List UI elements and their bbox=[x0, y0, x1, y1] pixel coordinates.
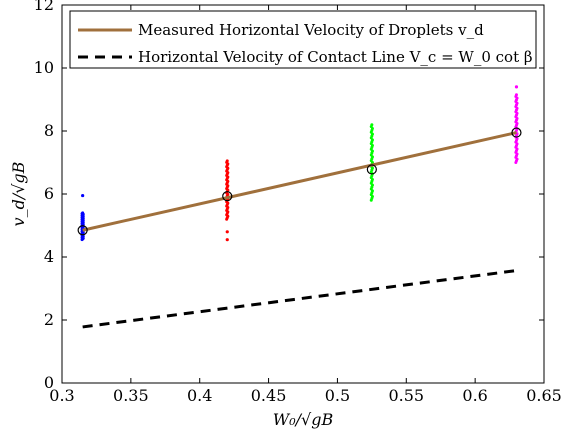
x-tick-label: 0.55 bbox=[388, 386, 424, 405]
scatter-point-outlier bbox=[514, 85, 519, 89]
x-tick-label: 0.3 bbox=[49, 386, 74, 405]
legend-label-measured: Measured Horizontal Velocity of Droplets… bbox=[138, 21, 484, 39]
y-axis-ticks: 0 2 4 6 8 10 12 bbox=[34, 0, 544, 392]
mean-marker bbox=[366, 164, 377, 175]
legend: Measured Horizontal Velocity of Droplets… bbox=[69, 10, 537, 69]
x-tick-label: 0.4 bbox=[187, 386, 212, 405]
y-tick-label: 10 bbox=[34, 58, 54, 77]
y-tick-label: 12 bbox=[34, 0, 54, 14]
x-tick-label: 0.6 bbox=[462, 386, 487, 405]
mean-marker bbox=[77, 225, 88, 236]
legend-box bbox=[69, 10, 537, 69]
x-tick-label: 0.45 bbox=[251, 386, 287, 405]
mean-markers bbox=[77, 127, 522, 236]
x-axis-label: W₀/√gB bbox=[273, 410, 334, 429]
x-tick-label: 0.5 bbox=[325, 386, 350, 405]
legend-label-contact-line: Horizontal Velocity of Contact Line V_c … bbox=[138, 48, 533, 66]
mean-marker bbox=[222, 191, 233, 202]
scatter-point bbox=[370, 123, 374, 127]
scatter-point-outlier bbox=[225, 230, 229, 234]
y-tick-label: 8 bbox=[44, 121, 54, 140]
scatter-point bbox=[225, 159, 229, 163]
scatter-point bbox=[514, 93, 518, 97]
scatter-point-outlier bbox=[225, 238, 229, 242]
series-lines bbox=[82, 131, 517, 329]
series-line-contact-line bbox=[82, 269, 517, 329]
scatter-point-outlier bbox=[81, 193, 85, 198]
x-axis-ticks: 0.3 0.35 0.4 0.45 0.5 0.55 0.6 0.65 bbox=[49, 5, 562, 405]
y-tick-label: 4 bbox=[44, 247, 54, 266]
series-line-measured bbox=[82, 131, 517, 232]
y-tick-label: 0 bbox=[44, 373, 54, 392]
y-axis-label: v_d/√gB bbox=[9, 161, 28, 226]
x-tick-label: 0.65 bbox=[526, 386, 562, 405]
scatter-point bbox=[81, 211, 85, 215]
mean-marker bbox=[511, 127, 522, 138]
y-tick-label: 6 bbox=[44, 184, 54, 203]
y-tick-label: 2 bbox=[44, 310, 54, 329]
x-tick-label: 0.35 bbox=[113, 386, 149, 405]
